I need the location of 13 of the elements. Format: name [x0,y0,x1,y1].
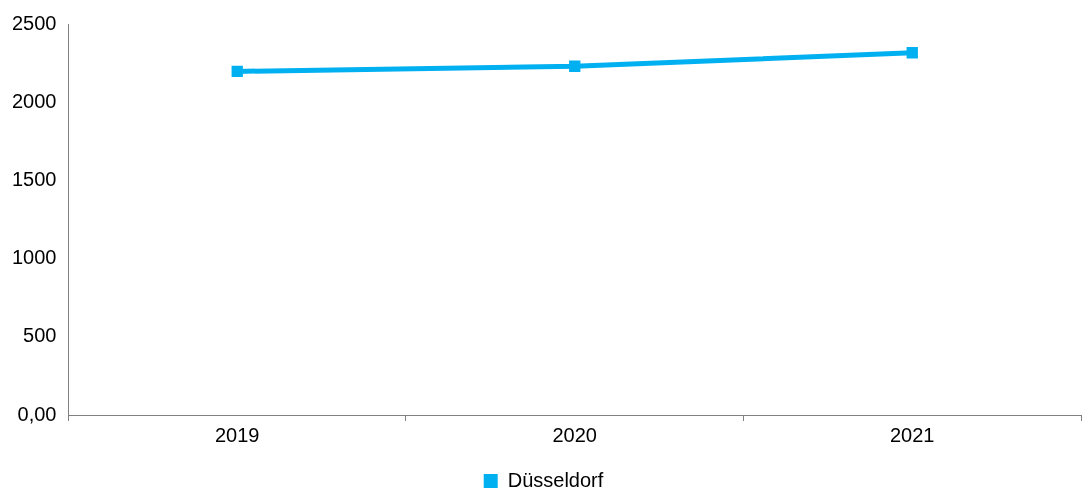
point [569,60,581,72]
y-tick-label: 1500 [11,167,57,190]
x-tick-label: 2020 [552,423,597,446]
legend-label: Düsseldorf [507,468,604,491]
y-tick-label: 0,00 [17,402,57,425]
y-tick-label: 1000 [11,246,57,269]
x-tick-label: 2021 [890,423,935,446]
y-tick-label: 500 [23,324,57,347]
y-tick-label: 2500 [11,11,57,34]
point [231,65,243,78]
point [906,47,918,59]
x-tick-label: 2019 [214,423,260,446]
y-tick-label: 2000 [11,89,57,112]
